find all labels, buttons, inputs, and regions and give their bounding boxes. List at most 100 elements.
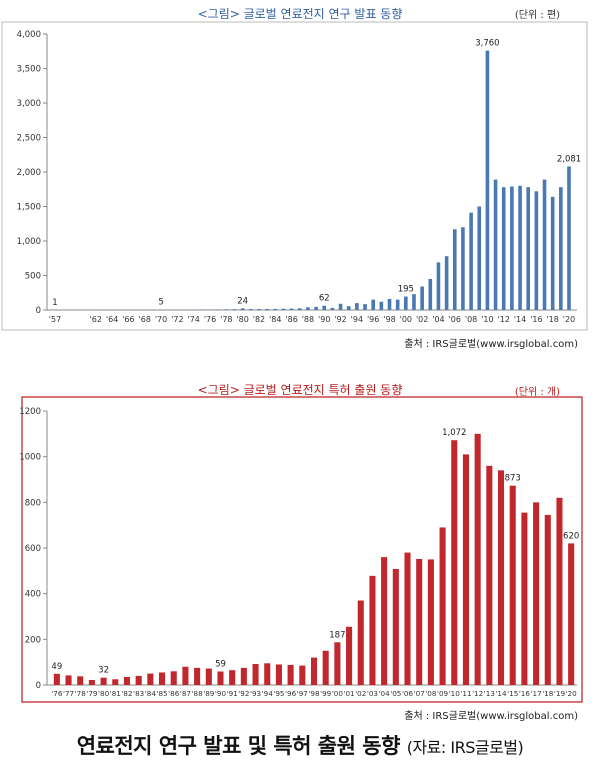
chart2-x-tick-label: '94 bbox=[262, 689, 274, 698]
chart2-bar bbox=[416, 558, 423, 685]
chart1-bar bbox=[387, 298, 392, 310]
chart1-x-tick-label: '57 bbox=[49, 315, 61, 324]
chart1-bar bbox=[452, 229, 457, 310]
chart1-x-tick-label: '90 bbox=[318, 315, 330, 324]
chart2-x-tick-label: '19 bbox=[554, 689, 566, 698]
chart1-bar bbox=[306, 307, 310, 310]
chart2-bar bbox=[53, 673, 60, 685]
chart2-bar bbox=[65, 675, 72, 685]
chart2-x-tick-label: '05 bbox=[390, 689, 401, 698]
chart1-bar bbox=[493, 179, 498, 310]
chart1-bar bbox=[485, 50, 490, 310]
chart1-bar bbox=[461, 227, 465, 310]
chart2-bar bbox=[77, 676, 84, 685]
chart2-bar bbox=[264, 663, 271, 685]
chart1-bar bbox=[289, 308, 294, 310]
chart1-bar bbox=[355, 303, 359, 310]
chart1-bar bbox=[216, 309, 220, 310]
chart2-bar bbox=[509, 485, 516, 685]
chart1-bar bbox=[444, 256, 449, 310]
chart2-x-tick-label: '14 bbox=[495, 689, 507, 698]
chart2-x-tick-label: '96 bbox=[285, 689, 297, 698]
chart2-y-tick-label: 200 bbox=[25, 635, 41, 645]
chart1-x-tick-label: '20 bbox=[563, 315, 575, 324]
chart2-source: 출처 : IRS글로벌(www.irsglobal.com) bbox=[404, 711, 578, 722]
chart2-x-tick-label: '13 bbox=[484, 689, 495, 698]
chart1-x-tick-label: '98 bbox=[383, 315, 395, 324]
chart1-bar bbox=[257, 309, 261, 310]
chart2-x-tick-label: '11 bbox=[460, 689, 471, 698]
chart1-source: 출처 : IRS글로벌(www.irsglobal.com) bbox=[404, 339, 578, 350]
chart1-bar bbox=[412, 294, 416, 310]
chart1-x-tick-label: '94 bbox=[351, 315, 363, 324]
chart1-bar bbox=[477, 206, 482, 310]
chart2-bar bbox=[568, 543, 575, 685]
chart2-bar bbox=[275, 664, 282, 685]
chart2-bar bbox=[229, 670, 236, 685]
chart2-x-tick-label: '91 bbox=[227, 689, 238, 698]
chart2-data-label: 620 bbox=[563, 531, 579, 541]
chart2-y-tick-label: 600 bbox=[25, 544, 41, 554]
chart2-x-tick-label: '77 bbox=[63, 689, 74, 698]
chart1-y-tick-label: 3,000 bbox=[17, 99, 41, 109]
chart2-x-tick-label: '87 bbox=[180, 689, 191, 698]
chart2-x-tick-label: '79 bbox=[86, 689, 98, 698]
chart2-x-tick-label: '15 bbox=[507, 689, 518, 698]
chart1-x-tick-label: '72 bbox=[171, 315, 183, 324]
chart1-bar bbox=[550, 196, 555, 310]
chart2-data-label: 873 bbox=[505, 474, 521, 484]
chart1-bar bbox=[567, 166, 571, 310]
chart1-x-tick-label: '66 bbox=[122, 315, 134, 324]
chart1-svg: 0 500 1,000 1,500 2,000 2,500 3,000 3,500 4,000 '… bbox=[1, 21, 588, 331]
chart2-x-tick-label: '88 bbox=[192, 689, 204, 698]
chart2-bar bbox=[322, 650, 329, 685]
chart2-bar bbox=[369, 575, 376, 685]
chart1-y-tick-label: 0 bbox=[36, 306, 41, 316]
chart1-x-tick-label: '70 bbox=[155, 315, 167, 324]
chart2-x-tick-label: '12 bbox=[472, 689, 483, 698]
chart2-bar bbox=[474, 433, 481, 685]
chart1-bar bbox=[379, 301, 384, 310]
chart1-bar bbox=[534, 191, 539, 310]
chart1-data-label: 24 bbox=[237, 296, 248, 306]
chart1-bar bbox=[314, 306, 318, 310]
chart2-x-tick-label: '89 bbox=[203, 689, 215, 698]
chart1-x-tick-label: '00 bbox=[400, 315, 412, 324]
chart1-data-label: 3,760 bbox=[475, 39, 499, 49]
chart2-x-tick-label: '06 bbox=[402, 689, 414, 698]
chart2-x-tick-label: '78 bbox=[75, 689, 87, 698]
chart1-bar bbox=[371, 299, 375, 310]
chart2-bar bbox=[88, 679, 95, 685]
chart1-y-tick-label: 1,000 bbox=[17, 237, 41, 247]
chart2-x-tick-label: '09 bbox=[437, 689, 449, 698]
caption-main: 연료전지 연구 발표 및 특허 출원 동향 bbox=[76, 734, 401, 758]
chart1-x-tick-label: '78 bbox=[220, 315, 232, 324]
chart1-x-tick-label: '64 bbox=[106, 315, 118, 324]
chart1-bar bbox=[338, 303, 343, 310]
chart1-bar bbox=[281, 308, 286, 310]
chart2-bar bbox=[299, 665, 306, 685]
chart1-y-tick-label: 2,500 bbox=[17, 134, 41, 144]
chart1-bar bbox=[510, 186, 514, 310]
chart1-bar bbox=[428, 278, 433, 310]
chart1-data-label: 5 bbox=[158, 298, 163, 308]
chart1-x-tick-label: '18 bbox=[546, 315, 558, 324]
chart2-x-tick-label: '80 bbox=[98, 689, 110, 698]
chart2-bar bbox=[159, 672, 166, 685]
chart2-x-tick-label: '97 bbox=[297, 689, 308, 698]
chart2-x-tick-label: '98 bbox=[308, 689, 320, 698]
chart2-frame bbox=[21, 396, 583, 703]
chart1-bar bbox=[346, 306, 351, 310]
chart1-x-tick-label: '62 bbox=[90, 315, 102, 324]
chart1-bar bbox=[363, 304, 367, 310]
chart1-bar bbox=[542, 179, 547, 310]
chart2-bar bbox=[287, 664, 294, 685]
chart1-data-label: 2,081 bbox=[557, 154, 581, 164]
chart2-data-label: 59 bbox=[215, 660, 226, 670]
chart1-x-tick-label: '82 bbox=[253, 315, 265, 324]
chart1-x-tick-label: '68 bbox=[139, 315, 151, 324]
chart2-unit: (단위 : 개) bbox=[514, 387, 560, 398]
chart1-x-tick-label: '74 bbox=[188, 315, 200, 324]
chart2-bar bbox=[170, 671, 177, 685]
chart1-bar bbox=[249, 309, 253, 310]
